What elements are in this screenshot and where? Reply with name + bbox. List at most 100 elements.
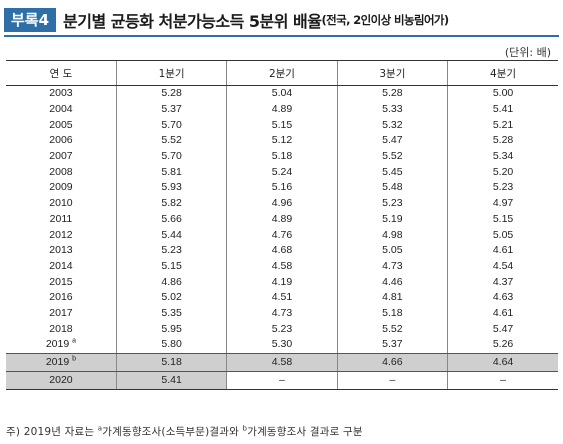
- year-label: 2019: [45, 338, 70, 351]
- ratio-cell-q2: 5.30: [226, 337, 338, 354]
- year-cell: 2012: [6, 227, 116, 243]
- year-cell: 2008: [6, 164, 116, 180]
- page-subtitle: (전국, 2인이상 비농림어가): [321, 13, 449, 27]
- ratio-cell-q3: 5.33: [336, 101, 448, 118]
- table-row: 2009 5.93 5.16 5.48 5.23: [6, 180, 558, 196]
- year-cell: 2017: [6, 306, 116, 322]
- year-label: 2003: [49, 87, 73, 100]
- ratio-cell-q2: 4.89: [226, 211, 338, 228]
- year-label: 2010: [49, 197, 73, 210]
- ratio-cell-q1: 5.41: [115, 371, 227, 390]
- ratio-cell-q4: 4.63: [447, 289, 558, 306]
- header-q4: 4분기: [447, 60, 558, 86]
- table-row: 2015 4.86 4.19 4.46 4.37: [6, 274, 558, 290]
- ratio-cell-q3: 5.47: [336, 133, 448, 149]
- ratio-cell-q2: 5.18: [226, 148, 338, 165]
- header-q3: 3분기: [336, 60, 448, 86]
- ratio-cell-q3: 4.46: [336, 274, 448, 290]
- footnote-marker-b: b: [242, 424, 248, 433]
- table-row: 2018 5.95 5.23 5.52 5.47: [6, 321, 558, 337]
- year-label: 2013: [49, 244, 73, 257]
- year-cell: 2009: [6, 180, 116, 196]
- quintile-ratio-table: 연 도 1분기 2분기 3분기 4분기 2003 5.28 5.04 5.28 5.00…: [6, 60, 558, 390]
- ratio-cell-q4: 4.97: [447, 195, 558, 212]
- ratio-cell-q4: 4.64: [447, 353, 558, 372]
- ratio-cell-q2: 5.15: [226, 117, 338, 134]
- table-row: 2007 5.70 5.18 5.52 5.34: [6, 148, 558, 165]
- ratio-cell-q4: 5.47: [447, 321, 558, 337]
- unit-label: (단위: 배): [504, 46, 551, 59]
- year-cell: 2019 a: [6, 337, 117, 354]
- ratio-cell-q2: 5.23: [226, 321, 338, 337]
- ratio-cell-q4: 4.37: [447, 274, 558, 290]
- ratio-cell-q4: –: [447, 371, 558, 390]
- ratio-cell-q3: 4.81: [336, 289, 448, 306]
- year-label: 2012: [49, 228, 73, 241]
- ratio-cell-q4: 5.41: [447, 101, 558, 118]
- year-label: 2018: [49, 322, 73, 335]
- ratio-cell-q2: 5.24: [226, 164, 338, 181]
- year-label: 2005: [49, 118, 73, 131]
- ratio-cell-q2: 4.68: [226, 242, 338, 259]
- ratio-cell-q3: 5.52: [336, 148, 448, 165]
- ratio-cell-q3: 5.23: [336, 195, 448, 212]
- ratio-cell-q4: 5.05: [447, 227, 558, 243]
- ratio-cell-q2: –: [226, 371, 338, 390]
- ratio-cell-q1: 5.28: [115, 85, 227, 102]
- year-cell: 2014: [6, 259, 116, 275]
- ratio-cell-q1: 5.18: [115, 353, 227, 372]
- ratio-cell-q3: 5.52: [336, 321, 448, 337]
- year-label: 2004: [49, 103, 73, 116]
- ratio-cell-q1: 5.81: [115, 164, 227, 181]
- table-row: 2019 b 5.18 4.58 4.66 4.64: [6, 353, 558, 372]
- ratio-cell-q3: 4.98: [336, 227, 448, 243]
- ratio-cell-q1: 5.15: [115, 258, 227, 275]
- year-label: 2020: [49, 373, 73, 386]
- table-row: 2019 a 5.80 5.30 5.37 5.26: [6, 337, 558, 354]
- year-cell: 2013: [6, 243, 116, 259]
- ratio-cell-q1: 5.95: [115, 321, 227, 337]
- ratio-cell-q1: 4.86: [115, 274, 227, 290]
- footnote-prefix: 주) 2019년 자료는: [6, 426, 98, 438]
- ratio-cell-q2: 4.19: [226, 274, 338, 290]
- year-cell: 2006: [6, 133, 116, 149]
- ratio-cell-q4: 5.15: [447, 211, 558, 228]
- ratio-cell-q3: 5.19: [336, 211, 448, 228]
- ratio-cell-q1: 5.80: [115, 337, 227, 354]
- ratio-cell-q1: 5.02: [115, 289, 227, 306]
- table-header-row: 연 도 1분기 2분기 3분기 4분기: [6, 60, 558, 86]
- ratio-cell-q3: 5.28: [336, 85, 448, 102]
- title-bar: 부록4 분기별 균등화 처분가능소득 5분위 배율 (전국, 2인이상 비농림어…: [4, 8, 449, 32]
- ratio-cell-q4: 5.34: [447, 148, 558, 165]
- ratio-cell-q2: 5.04: [226, 85, 338, 102]
- table-row: 2020 5.41– – –: [6, 371, 558, 390]
- ratio-cell-q2: 4.73: [226, 305, 338, 322]
- year-label: 2007: [49, 150, 73, 163]
- year-label: 2019: [45, 355, 70, 368]
- table-row: 2003 5.28 5.04 5.28 5.00: [6, 85, 558, 102]
- header-q2: 2분기: [226, 60, 338, 86]
- ratio-cell-q4: 4.54: [447, 258, 558, 275]
- header-year: 연 도: [6, 60, 117, 86]
- ratio-cell-q1: 5.52: [115, 133, 227, 149]
- footnote-part-2: 가계동향조사 결과로 구분: [247, 426, 363, 438]
- ratio-cell-q4: 4.61: [447, 305, 558, 322]
- year-cell: 2019 b: [6, 353, 117, 372]
- year-cell: 2016: [6, 290, 116, 306]
- ratio-cell-q2: 4.58: [226, 258, 338, 275]
- year-label: 2014: [49, 259, 73, 272]
- ratio-cell-q2: 5.16: [226, 180, 338, 196]
- year-label: 2015: [49, 275, 73, 288]
- ratio-cell-q3: 4.73: [336, 258, 448, 275]
- ratio-cell-q4: 5.23: [447, 180, 558, 196]
- year-label: 2008: [49, 165, 73, 178]
- ratio-cell-q1: 5.70: [115, 148, 227, 165]
- ratio-cell-q1: 5.82: [115, 195, 227, 212]
- ratio-cell-q3: –: [336, 371, 448, 390]
- ratio-cell-q3: 5.45: [336, 164, 448, 181]
- page-title: 분기별 균등화 처분가능소득 5분위 배율: [63, 12, 322, 31]
- appendix-badge: 부록4: [4, 8, 57, 32]
- year-cell: 2007: [6, 149, 116, 165]
- table-row: 2013 5.23 4.68 5.05 4.61: [6, 242, 558, 259]
- year-cell: 2003: [6, 86, 116, 102]
